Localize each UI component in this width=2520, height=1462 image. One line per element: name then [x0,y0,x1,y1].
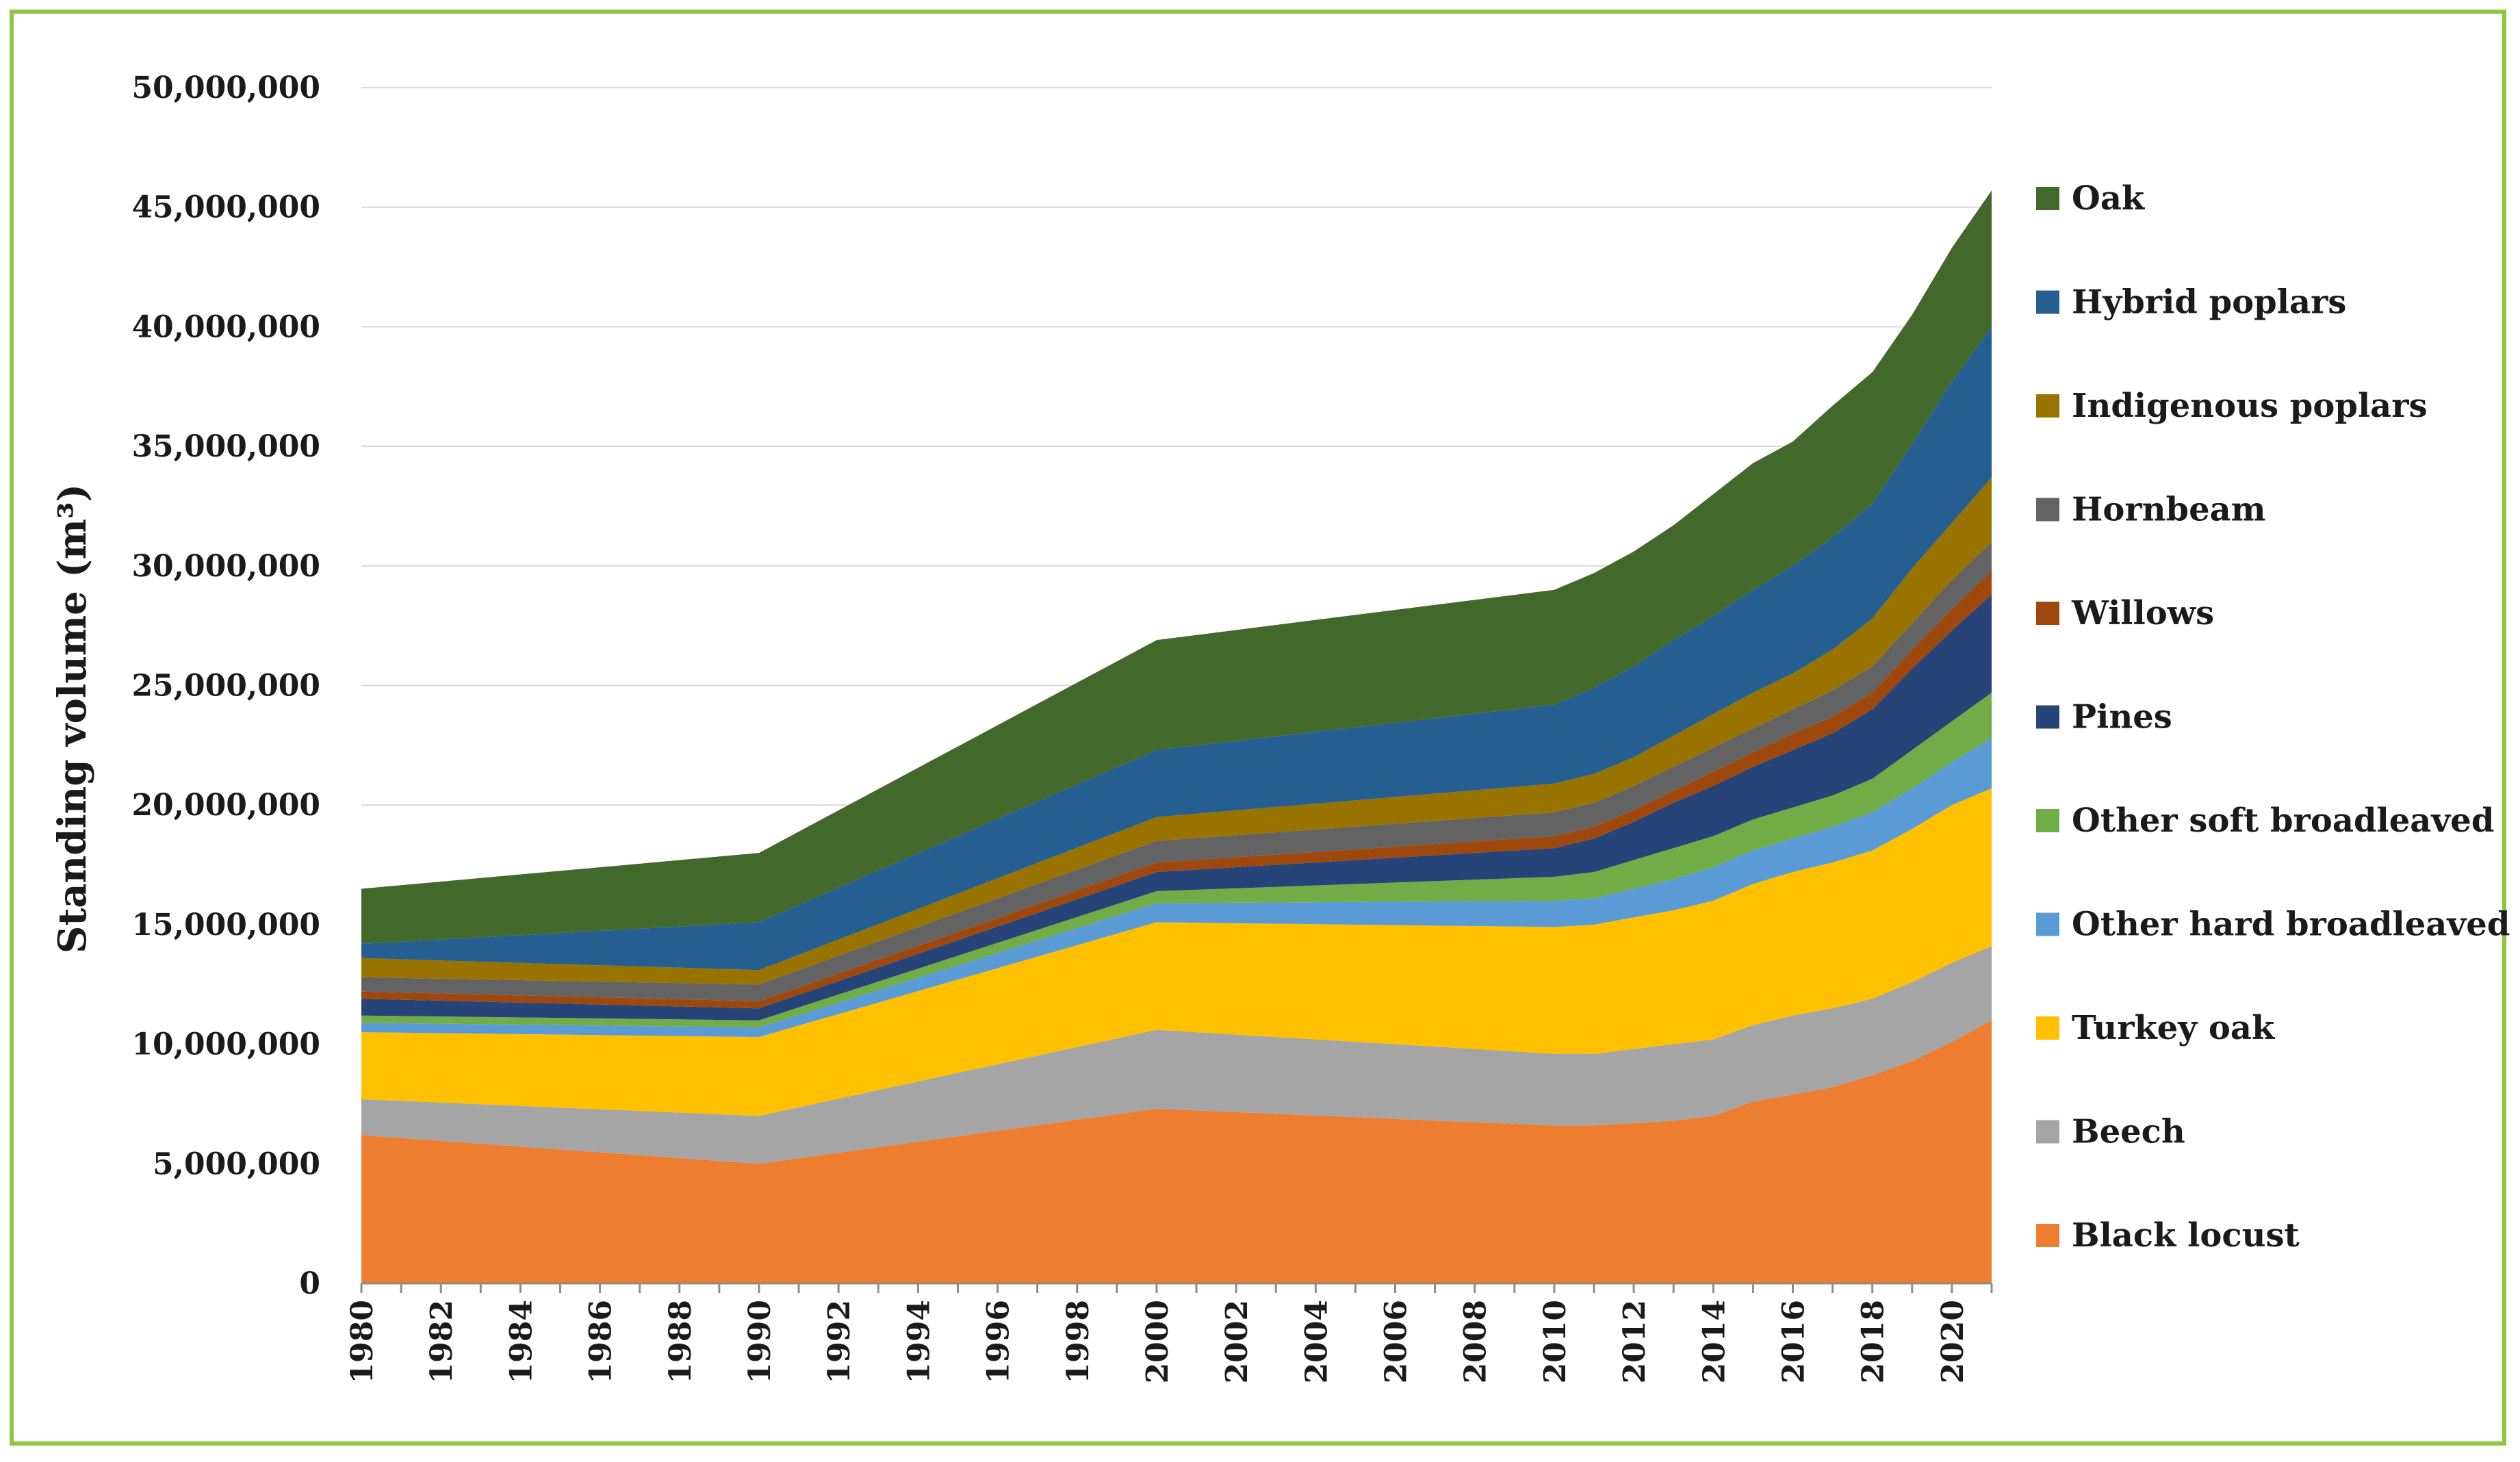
x-tick-label: 1990 [743,1300,777,1383]
legend-label: Turkey oak [2072,1009,2276,1047]
legend-swatch [2036,912,2059,936]
legend-swatch [2036,809,2059,832]
legend-label: Black locust [2072,1216,2300,1255]
y-tick-label: 40,000,000 [131,309,320,344]
x-tick-label: 1986 [584,1300,619,1383]
x-tick-label: 2016 [1777,1300,1812,1383]
area-series [361,190,1992,1283]
area-oak [361,190,1992,944]
y-tick-label: 20,000,000 [131,788,320,823]
x-tick-label: 1984 [504,1300,539,1383]
y-tick-label: 45,000,000 [131,190,320,225]
legend-label: Oak [2072,179,2146,218]
legend-swatch [2036,705,2059,729]
legend-swatch [2036,602,2059,625]
area-other-soft-broadleaved [361,693,1992,1028]
x-tick-label: 2002 [1220,1300,1255,1383]
legend-swatch [2036,187,2059,210]
area-hybrid-poplars [361,326,1992,971]
x-tick-label: 2006 [1379,1300,1414,1383]
legend-swatch [2036,1224,2059,1247]
legend-swatch [2036,1120,2059,1144]
area-black-locust [361,1020,1992,1283]
legend-label: Other soft broadleaved [2072,801,2494,840]
x-tick-label: 2020 [1936,1300,1970,1383]
axes [360,1282,1993,1293]
legend-label: Hornbeam [2072,491,2266,529]
legend-label: Beech [2072,1113,2185,1151]
x-tick-label: 2012 [1617,1300,1652,1383]
x-tick-label: 2018 [1856,1300,1891,1383]
legend-swatch [2036,394,2059,418]
y-tick-label: 0 [299,1266,320,1301]
x-tick-label: 2000 [1140,1300,1175,1383]
x-tick-label: 1996 [981,1300,1016,1383]
legend-swatch [2036,290,2059,314]
area-other-hard-broadleaved [361,738,1992,1038]
x-tick-label: 2010 [1538,1300,1573,1383]
chart-frame [10,10,2506,1446]
area-beech [361,946,1992,1164]
x-tick-label: 1980 [345,1300,380,1383]
y-axis-label: Standing volume (m³) [50,484,95,953]
area-pines [361,594,1992,1021]
x-tick-label: 1998 [1061,1300,1096,1383]
y-tick-labels: 0 5,000,000 10,000,000 15,000,000 20,000,000… [131,70,320,1301]
y-tick-label: 35,000,000 [131,429,320,464]
y-tick-label: 30,000,000 [131,549,320,584]
legend-label: Indigenous poplars [2072,387,2428,425]
x-tick-label: 2008 [1458,1300,1493,1383]
area-hornbeam [361,541,1992,1001]
y-tick-label: 15,000,000 [131,908,320,942]
legend: Oak Hybrid poplars Indigenous poplars Hornb… [2036,179,2510,1255]
x-tick-label: 1988 [663,1300,698,1383]
x-tick-label: 1982 [424,1300,459,1383]
y-tick-label: 25,000,000 [131,669,320,704]
legend-label: Hybrid poplars [2072,283,2346,322]
legend-label: Willows [2071,594,2214,632]
x-tick-labels: 1980 1982 1984 1986 1988 1990 1992 1994 1996 1998… [345,1300,1970,1383]
legend-label: Pines [2072,698,2172,736]
y-tick-label: 50,000,000 [131,70,320,105]
y-tick-label: 5,000,000 [153,1146,320,1181]
x-tick-label: 2014 [1697,1300,1732,1383]
x-tick-label: 2004 [1299,1300,1334,1383]
legend-label: Other hard broadleaved [2072,906,2510,944]
x-tick-label: 1994 [901,1300,936,1383]
legend-swatch [2036,1016,2059,1040]
legend-swatch [2036,498,2059,522]
area-turkey-oak [361,788,1992,1116]
y-tick-label: 10,000,000 [131,1027,320,1062]
x-tick-label: 1992 [822,1300,857,1383]
